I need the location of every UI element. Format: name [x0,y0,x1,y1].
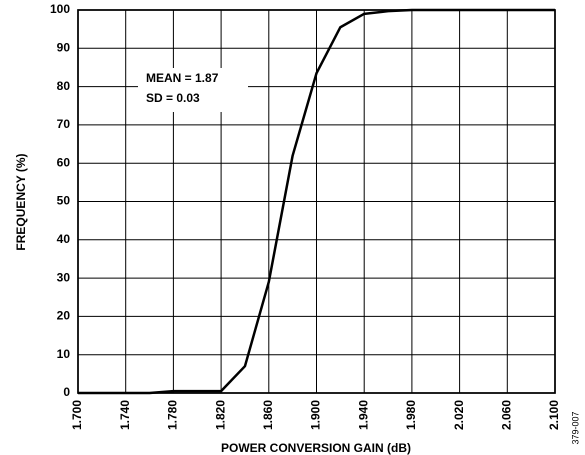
y-tick-label: 10 [57,347,71,361]
y-tick-label: 0 [63,385,70,399]
y-tick-label: 60 [57,155,71,169]
figure-code: 379-007 [570,411,580,444]
x-tick-label: 1.980 [404,400,418,430]
x-tick-label: 2.060 [499,400,513,430]
x-tick-label: 1.820 [213,400,227,430]
x-tick-label: 1.940 [356,400,370,430]
x-tick-label: 1.860 [261,400,275,430]
x-axis-label: POWER CONVERSION GAIN (dB) [221,441,411,455]
annotation-box [138,68,248,112]
y-tick-label: 20 [57,309,71,323]
y-axis-label: FREQUENCY (%) [14,153,28,250]
x-tick-label: 2.020 [452,400,466,430]
y-tick-label: 70 [57,117,71,131]
y-tick-label: 50 [57,194,71,208]
y-tick-label: 90 [57,40,71,54]
y-tick-label: 30 [57,270,71,284]
y-tick-label: 40 [57,232,71,246]
x-tick-label: 1.740 [118,400,132,430]
x-tick-label: 2.100 [547,400,561,430]
x-tick-label: 1.900 [309,400,323,430]
annotation: SD = 0.03 [146,91,200,105]
x-tick-label: 1.700 [70,400,84,430]
y-tick-label: 100 [50,2,70,16]
x-tick-label: 1.780 [166,400,180,430]
plot-frame [77,9,556,394]
annotation: MEAN = 1.87 [146,71,219,85]
y-tick-label: 80 [57,79,71,93]
